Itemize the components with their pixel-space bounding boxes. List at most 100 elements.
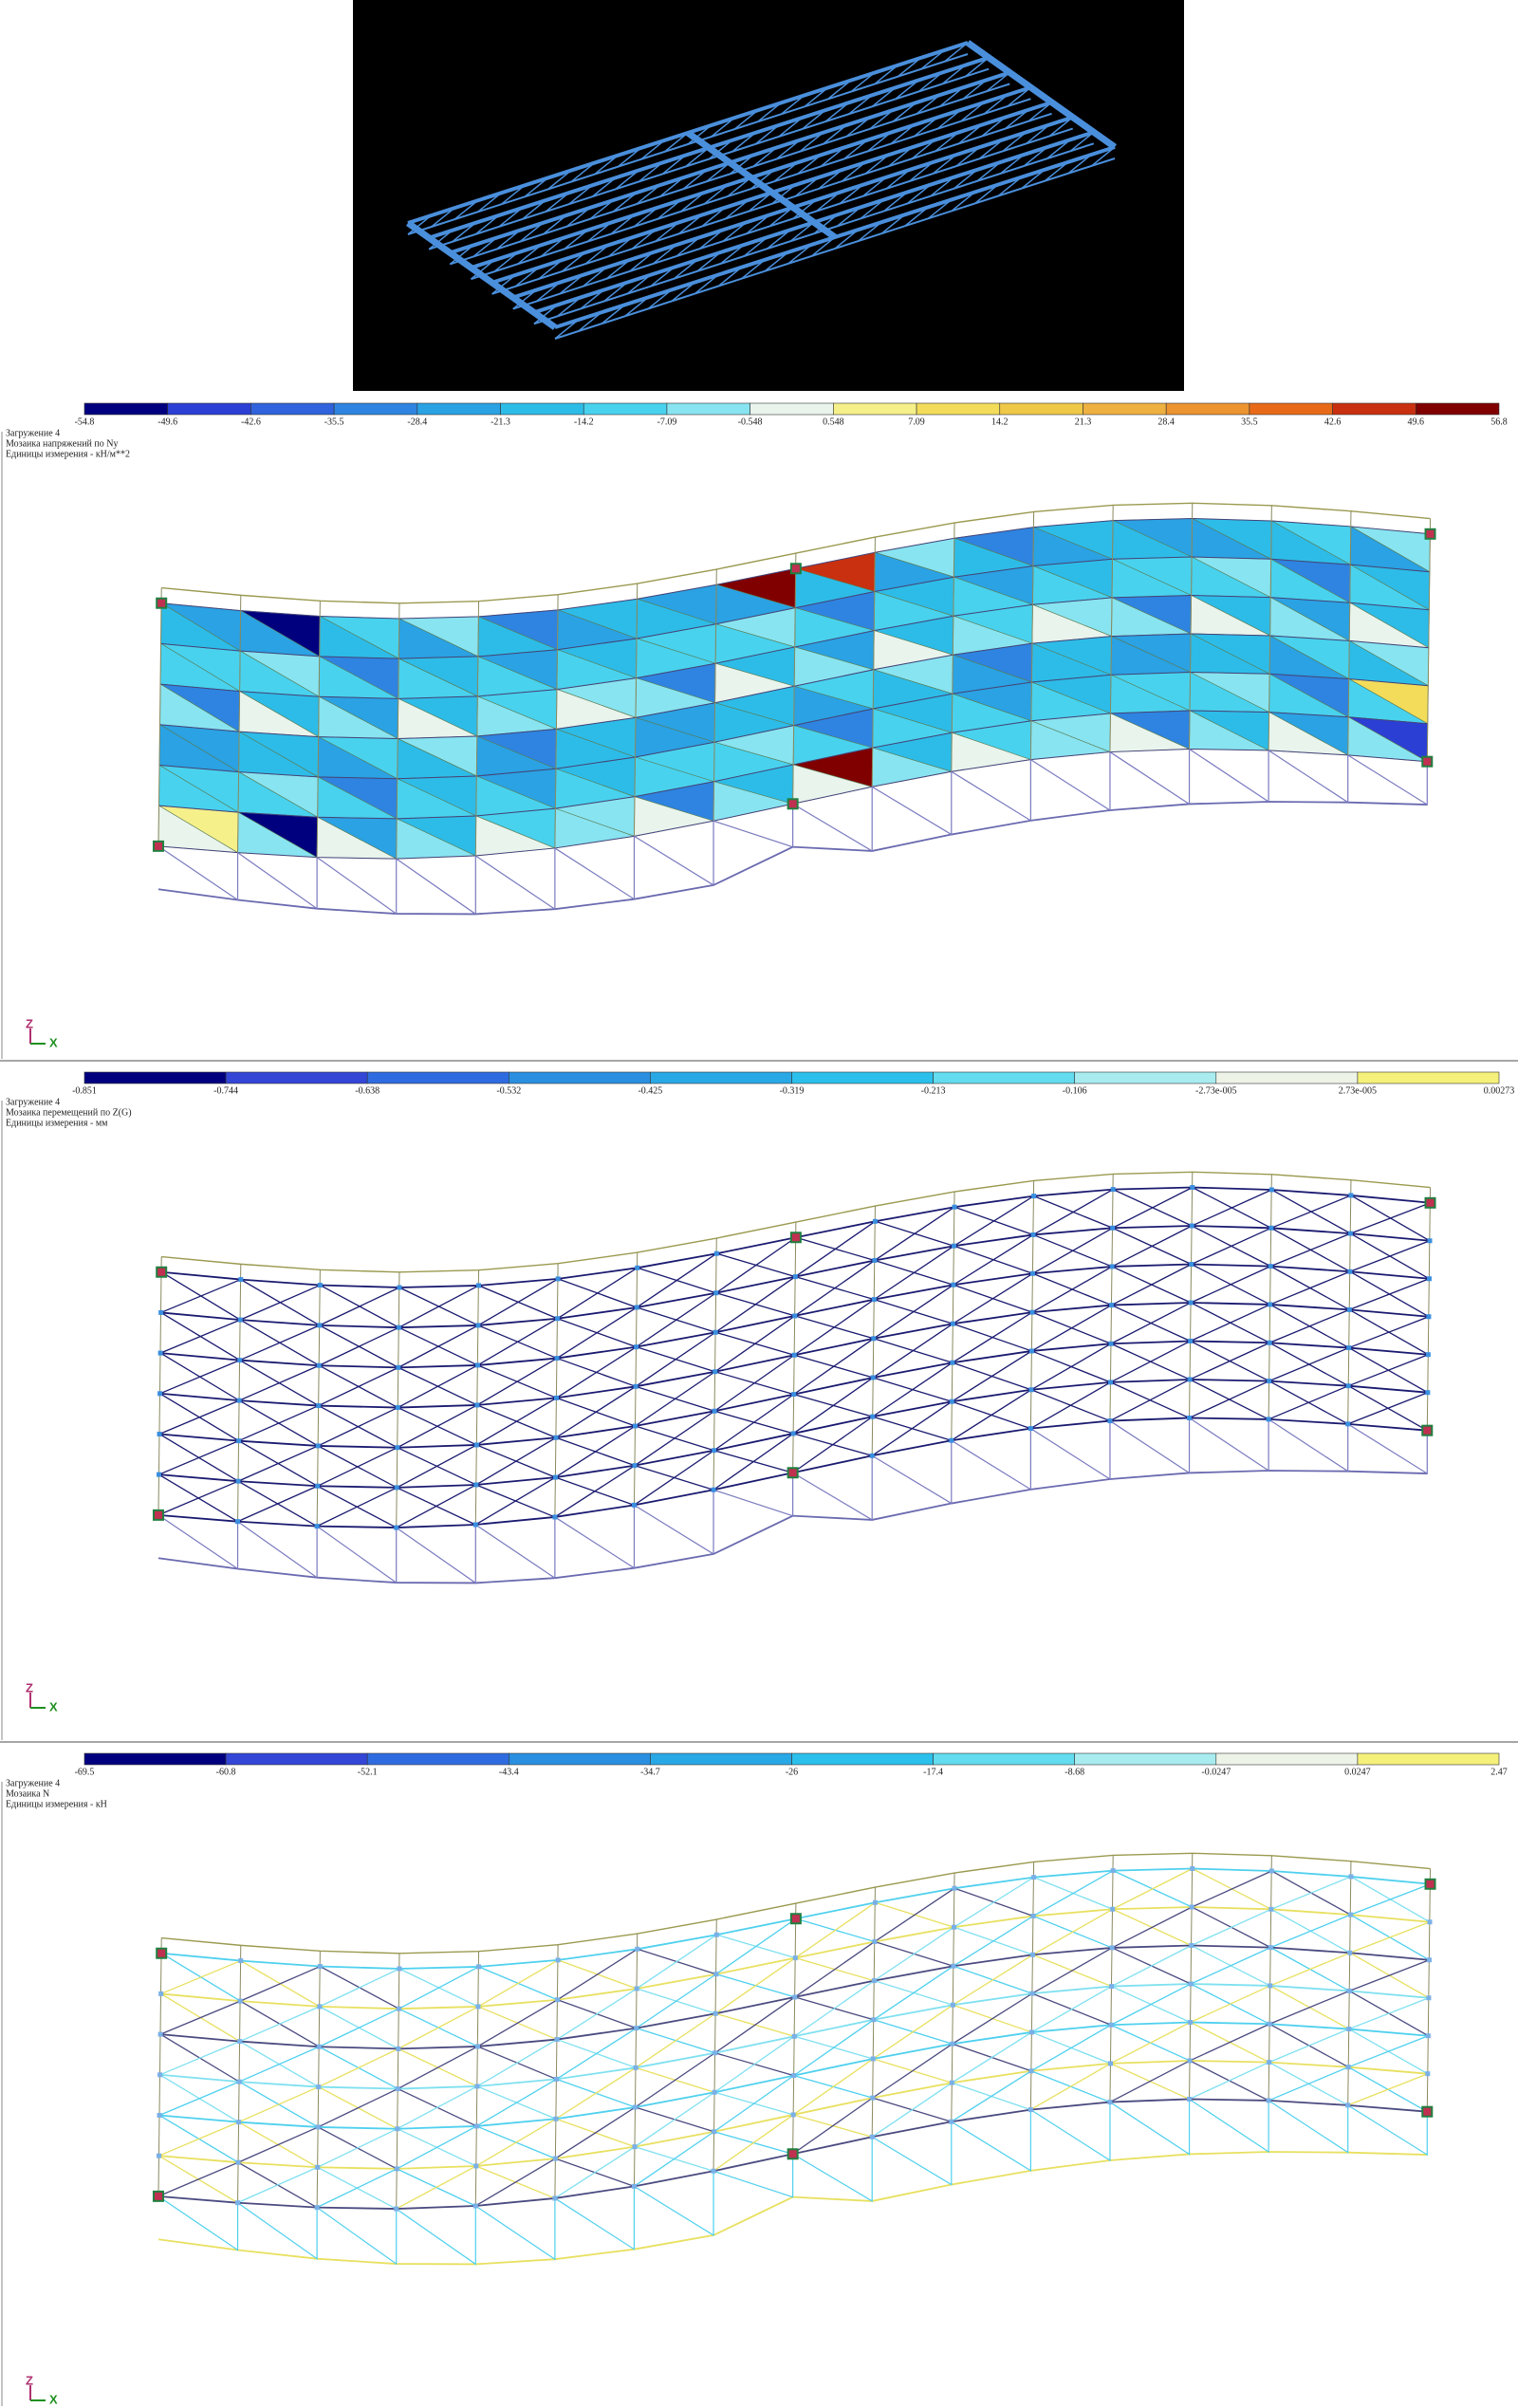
web <box>601 304 626 324</box>
diagonal <box>1110 1983 1192 2026</box>
node <box>394 1525 399 1530</box>
node <box>317 1964 323 1970</box>
node <box>872 1218 878 1224</box>
diagonal <box>953 1195 1034 1247</box>
header-line: Мозаика напряжений по Ny <box>6 438 118 449</box>
node <box>1029 1309 1035 1315</box>
diagonal <box>319 1326 399 1366</box>
lower-web <box>316 2207 398 2266</box>
web <box>841 161 866 182</box>
diagonal <box>1191 1227 1272 1266</box>
diagonal <box>398 1966 479 2010</box>
node <box>1346 1345 1352 1351</box>
node <box>631 1502 637 1508</box>
support <box>789 1232 802 1244</box>
diagonal <box>238 2046 320 2083</box>
node <box>949 1398 954 1404</box>
legend-label: -0.213 <box>921 1085 946 1096</box>
post <box>1029 1180 1035 1429</box>
web <box>454 199 479 220</box>
diagonal <box>1268 1990 1350 2025</box>
web <box>615 169 639 190</box>
lower-web <box>634 2171 714 2236</box>
node <box>316 2044 322 2049</box>
diagonal <box>1111 1263 1192 1306</box>
web <box>655 221 679 243</box>
diagonal <box>556 2028 637 2080</box>
web <box>561 251 586 272</box>
legend-label: 49.6 <box>1408 417 1425 427</box>
node <box>871 1336 877 1342</box>
diagonal <box>239 1324 321 1361</box>
node <box>1268 1945 1273 1951</box>
diagonal <box>635 1331 716 1387</box>
post <box>157 1256 162 1515</box>
diagonal <box>713 1354 795 1412</box>
diagonal <box>237 2166 318 2204</box>
diagonal <box>1347 2073 1429 2106</box>
diagonal <box>1347 1392 1429 1425</box>
web <box>594 155 619 176</box>
web <box>1048 116 1074 138</box>
diagonal <box>714 1276 796 1333</box>
web <box>474 214 500 235</box>
legend-swatch <box>1215 1071 1359 1084</box>
web <box>676 236 700 257</box>
node <box>1110 1225 1116 1231</box>
diagonal <box>1268 2066 1349 2102</box>
diagonal <box>1110 1340 1191 1383</box>
web <box>750 169 775 190</box>
web <box>722 221 748 242</box>
node <box>791 1392 797 1398</box>
legend-swatch <box>225 1752 368 1766</box>
web <box>624 296 649 317</box>
web <box>547 170 572 191</box>
web <box>477 192 502 213</box>
diagonal <box>635 1371 716 1427</box>
web <box>778 117 803 138</box>
diagonal <box>555 1425 636 1478</box>
post <box>237 1264 242 1522</box>
legend-swatch <box>583 402 668 416</box>
legend-label: -0.0247 <box>1201 1767 1231 1777</box>
node <box>1030 1232 1036 1237</box>
lower-web <box>554 836 636 900</box>
web <box>858 221 882 242</box>
lower-web <box>713 804 794 848</box>
post <box>554 1944 559 2198</box>
lower-web <box>474 2197 556 2261</box>
web <box>930 176 954 197</box>
web <box>917 71 943 93</box>
post <box>316 601 321 858</box>
node <box>1107 1418 1113 1424</box>
support <box>152 2190 164 2202</box>
web <box>939 86 964 107</box>
node <box>713 2010 718 2016</box>
support <box>787 1467 799 1479</box>
web <box>545 192 570 213</box>
web <box>580 288 605 310</box>
truss-3d <box>405 40 1118 340</box>
node <box>952 1204 957 1210</box>
support <box>1424 528 1436 540</box>
node <box>1268 1302 1273 1307</box>
lower-web <box>1109 1417 1191 1474</box>
legend-swatch <box>508 1071 651 1084</box>
web <box>514 267 540 287</box>
web <box>957 124 983 145</box>
node <box>1188 2019 1194 2025</box>
node <box>1187 1377 1193 1382</box>
legend-swatch <box>833 402 917 416</box>
web <box>661 155 687 176</box>
node <box>1268 1868 1274 1874</box>
node <box>394 1485 399 1491</box>
node <box>1268 1906 1274 1912</box>
diagonal <box>794 1259 876 1317</box>
header-line: Единицы измерения - кН/м**2 <box>6 449 130 459</box>
legend-swatch <box>1415 402 1500 416</box>
diagonal <box>1348 1997 1430 2030</box>
diagonal <box>953 1233 1034 1286</box>
node <box>317 1323 323 1328</box>
web <box>962 79 988 100</box>
diagonal <box>792 2097 874 2155</box>
